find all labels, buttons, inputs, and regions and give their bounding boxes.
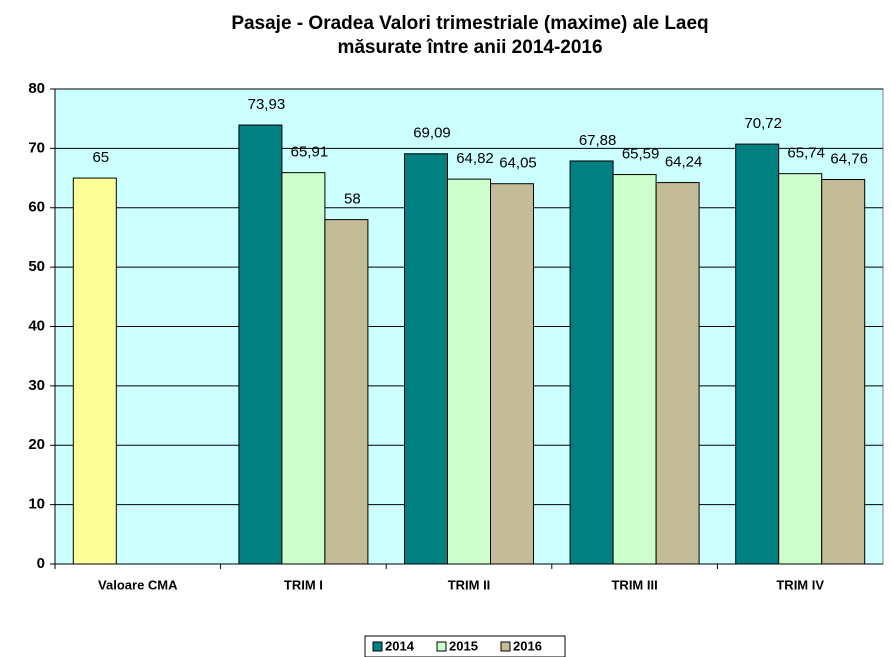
- legend-label: 2015: [449, 638, 478, 653]
- y-tick-label: 20: [28, 436, 45, 453]
- value-label: 64,82: [456, 150, 494, 167]
- bar: [569, 160, 614, 565]
- value-label: 65,74: [787, 145, 825, 162]
- bar: [72, 177, 117, 565]
- legend-swatch: [500, 641, 511, 652]
- y-tick-label: 40: [28, 317, 45, 334]
- value-label: 65: [92, 149, 109, 166]
- value-label: 73,93: [248, 96, 286, 113]
- value-label: 70,72: [744, 115, 782, 132]
- bar: [404, 153, 448, 565]
- legend-label: 2016: [513, 638, 542, 653]
- chart-title: Pasaje - Oradea Valori trimestriale (max…: [231, 13, 708, 34]
- value-label: 58: [344, 191, 361, 208]
- bar: [612, 174, 657, 565]
- y-tick-label: 30: [28, 377, 45, 394]
- bar: [238, 124, 283, 565]
- legend-swatch: [372, 641, 383, 652]
- legend: [364, 635, 566, 657]
- value-label: 65,59: [622, 146, 660, 163]
- value-label: 64,76: [830, 150, 868, 167]
- chart-title: măsurate între anii 2014-2016: [337, 37, 602, 58]
- y-tick-label: 70: [28, 139, 45, 156]
- y-tick-label: 50: [28, 258, 45, 275]
- x-tick-label: TRIM IV: [776, 577, 824, 592]
- y-tick-label: 10: [28, 496, 45, 513]
- y-tick-label: 60: [28, 199, 45, 216]
- x-tick-label: TRIM III: [611, 577, 657, 592]
- value-label: 64,05: [499, 155, 537, 172]
- x-tick-label: TRIM I: [284, 577, 323, 592]
- x-tick-label: TRIM II: [448, 577, 491, 592]
- legend-label: 2014: [385, 638, 415, 653]
- bar: [821, 178, 866, 565]
- legend-swatch: [436, 641, 447, 652]
- y-tick-label: 0: [37, 555, 45, 572]
- value-label: 65,91: [291, 144, 329, 161]
- y-tick-label: 80: [28, 80, 45, 97]
- bar: [490, 183, 534, 565]
- bar: [778, 173, 823, 565]
- bar: [735, 143, 780, 565]
- x-tick-label: Valoare CMA: [98, 577, 178, 592]
- bar: [655, 182, 700, 565]
- bar: [324, 219, 369, 565]
- bar: [281, 172, 326, 565]
- bar: [447, 178, 491, 565]
- value-label: 69,09: [413, 125, 451, 142]
- value-label: 67,88: [579, 132, 617, 149]
- value-label: 64,24: [665, 154, 703, 171]
